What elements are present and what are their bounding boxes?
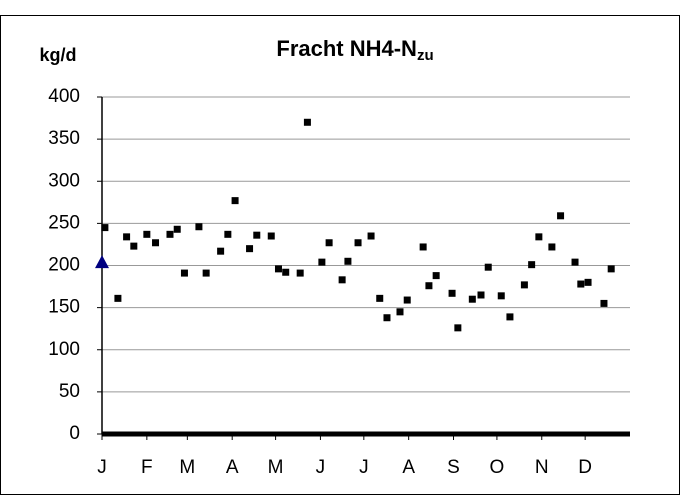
frame [0,15,680,495]
point [95,255,109,269]
x-tick-label: J [316,457,326,478]
point [180,269,188,277]
x-tick-label: F [141,457,153,478]
point [224,230,232,238]
point [432,272,440,280]
point [548,243,556,251]
point [338,276,346,284]
x-tick-label: O [490,457,505,478]
point [454,324,462,332]
x-tick-label: M [268,457,284,478]
point [376,294,384,302]
point [419,243,427,251]
title-subscript: zu [417,47,434,64]
point [267,232,275,240]
point [557,212,565,220]
point [468,295,476,303]
point [231,197,239,205]
point [528,261,536,269]
point [282,268,290,276]
x-tick-label: A [226,457,239,478]
y-tick-label: 350 [48,128,80,149]
point [202,269,210,277]
point [173,225,181,233]
x-tick-label: S [447,457,460,478]
point [607,265,615,273]
point [114,294,122,302]
point [383,314,391,322]
y-tick-label: 50 [59,381,80,402]
y-tick-label: 250 [48,212,80,233]
point [143,230,151,238]
chart-title: Fracht NH4-Nzu [276,36,433,64]
point [571,258,579,266]
title-main: Fracht NH4-N [276,36,417,61]
x-tick-label: J [97,457,107,478]
y-tick-label: 400 [48,86,80,107]
point [303,118,311,126]
point [166,230,174,238]
point [506,313,514,321]
point [344,257,352,265]
point [246,245,254,253]
x-tick-label: M [179,457,195,478]
point [123,233,131,241]
point [296,269,304,277]
y-tick-label: 200 [48,255,80,276]
point [253,231,261,239]
point [520,281,528,289]
point [318,258,326,266]
y-tick-label: 100 [48,339,80,360]
point [403,296,411,304]
point [101,224,109,232]
point [217,247,225,255]
y-tick-label: 0 [69,423,80,444]
x-tick-label: A [402,457,415,478]
point [477,291,485,299]
y-tick-label: 300 [48,170,80,191]
x-tick-label: N [535,457,549,478]
point [130,242,138,250]
point [584,278,592,286]
point [535,233,543,241]
point [600,299,608,307]
point [152,239,160,247]
point [448,289,456,297]
point [274,265,282,273]
point [325,239,333,247]
point [484,263,492,271]
x-tick-label: J [359,457,369,478]
point [425,282,433,290]
y-axis-label: kg/d [39,45,76,65]
point [354,239,362,247]
point [195,223,203,231]
x-tick-label: D [578,457,592,478]
point [577,280,585,288]
point [497,292,505,300]
point [367,232,375,240]
point [396,308,404,316]
y-tick-label: 150 [48,297,80,318]
